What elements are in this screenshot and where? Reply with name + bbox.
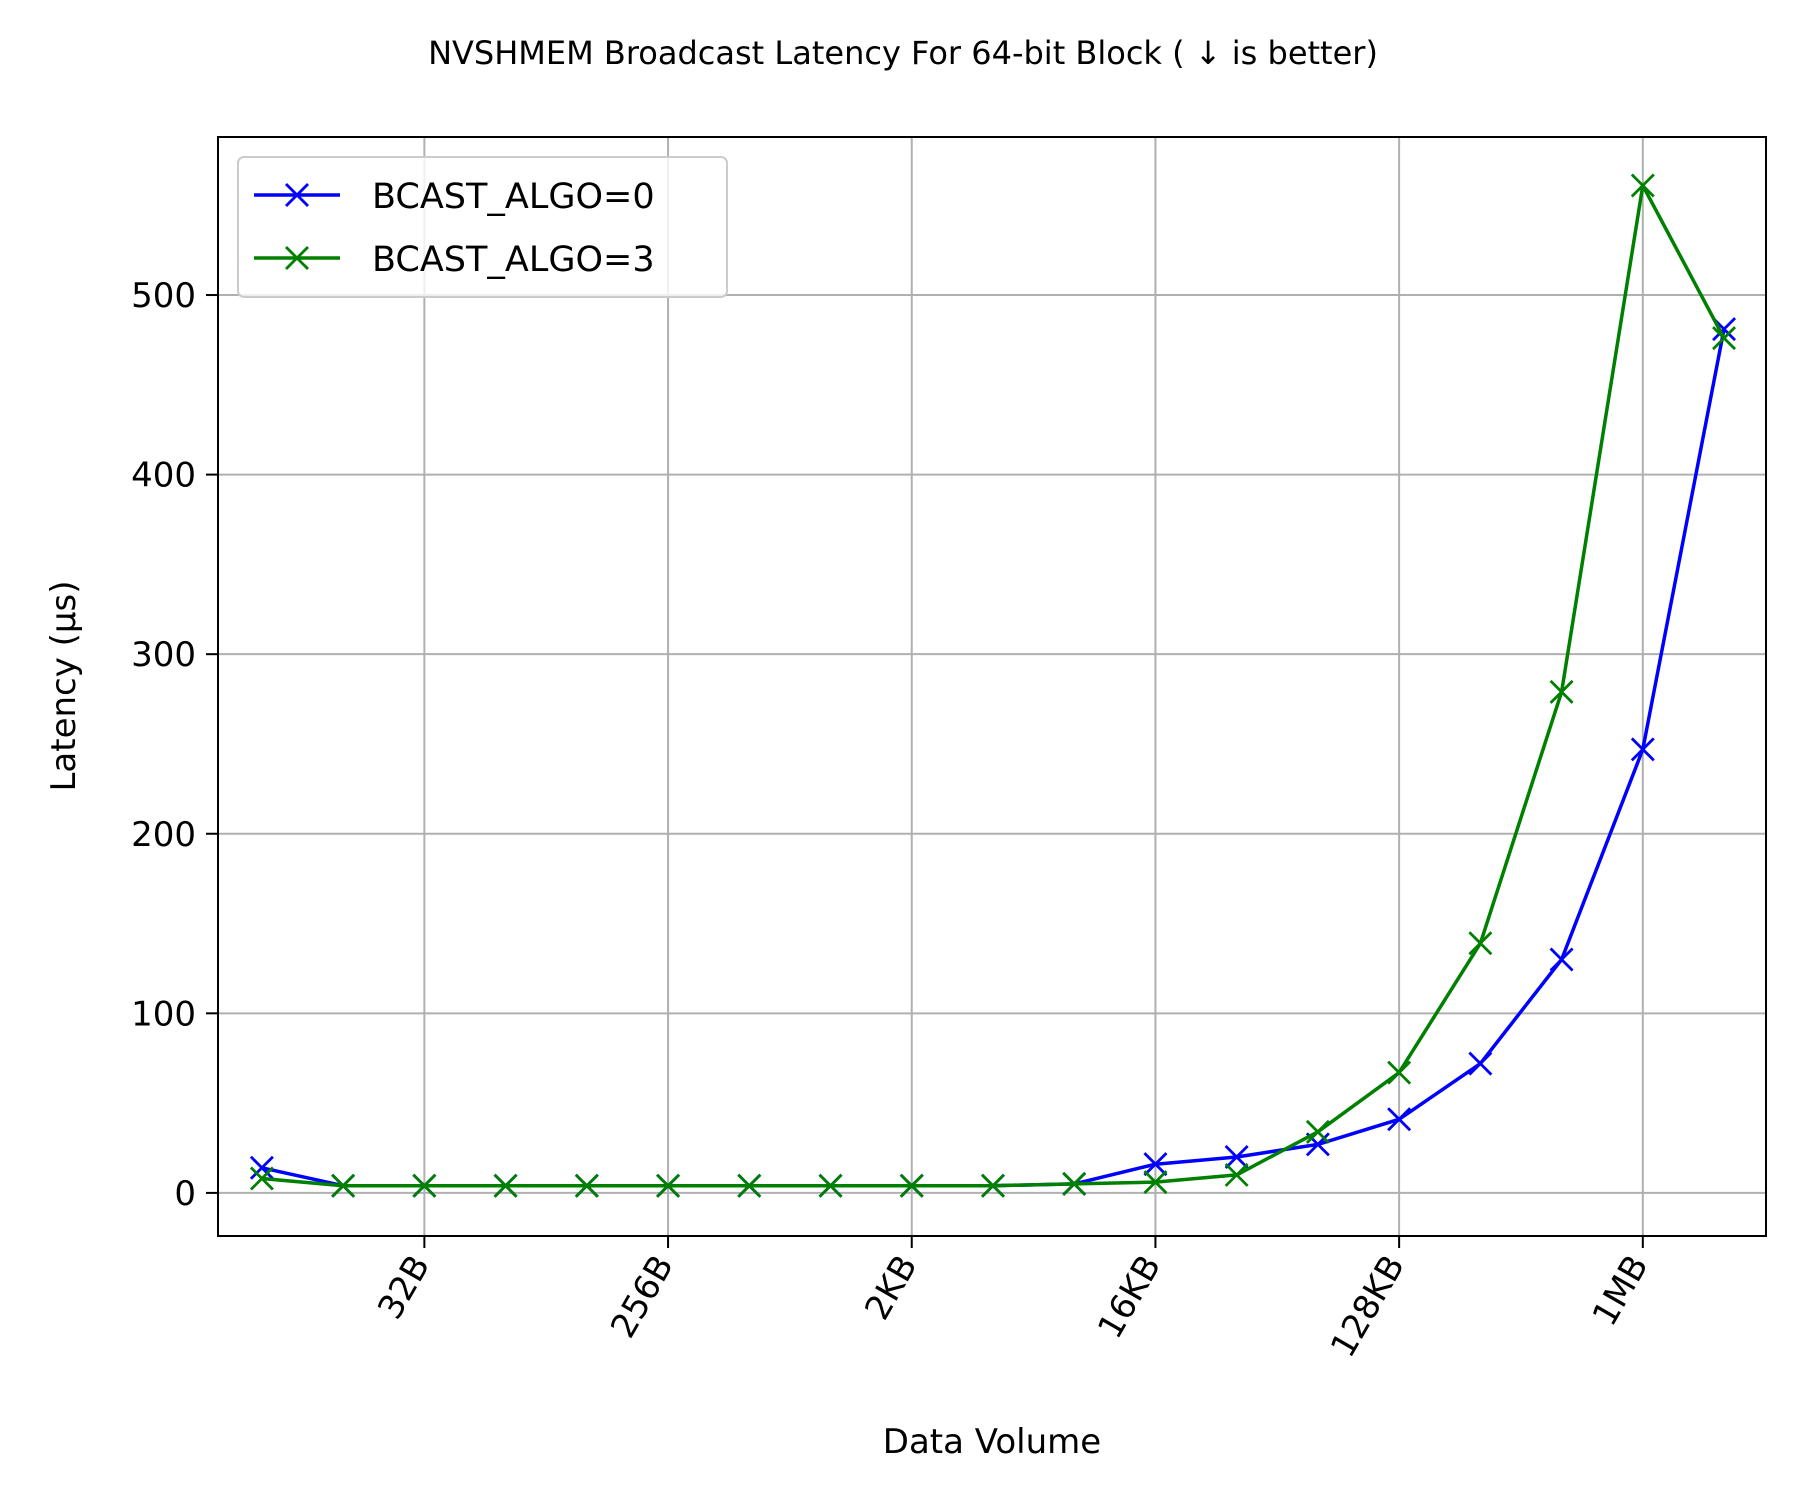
marker-stroke <box>1224 1144 1249 1169</box>
data-point <box>574 1173 599 1198</box>
marker-stroke <box>1387 1060 1412 1085</box>
data-point <box>1143 1170 1168 1195</box>
legend-marker <box>285 246 309 270</box>
series-2 <box>249 173 1737 1198</box>
marker-stroke <box>1387 1107 1412 1132</box>
data-point <box>656 1173 681 1198</box>
marker-stroke <box>1468 1051 1493 1076</box>
data-point <box>1630 173 1655 198</box>
marker-stroke <box>1305 1119 1330 1144</box>
data-point <box>1630 737 1655 762</box>
marker-stroke <box>249 1155 274 1180</box>
data-point <box>980 1173 1005 1198</box>
data-point <box>899 1173 924 1198</box>
y-tick-label: 300 <box>131 635 196 675</box>
marker-stroke <box>1712 317 1737 342</box>
data-point <box>1549 679 1574 704</box>
y-tick-label: 500 <box>131 276 196 316</box>
y-tick-label: 400 <box>131 456 196 496</box>
marker-stroke <box>980 1173 1005 1198</box>
y-axis-ticks: 0 100 200 300 400 500 <box>131 276 218 1214</box>
x-axis-label: Data Volume <box>883 1422 1101 1462</box>
chart-title: NVSHMEM Broadcast Latency For 64-bit Blo… <box>428 34 1378 72</box>
marker-stroke <box>1712 326 1737 351</box>
marker-stroke <box>1062 1171 1087 1196</box>
legend-item: BCAST_ALGO=0 <box>254 177 655 217</box>
marker-stroke <box>818 1173 843 1198</box>
marker-stroke <box>1549 679 1574 704</box>
legend-label: BCAST_ALGO=0 <box>372 177 655 217</box>
legend-marker <box>285 183 309 207</box>
data-point <box>1143 1152 1168 1177</box>
data-point <box>1387 1060 1412 1085</box>
series-layer <box>249 173 1737 1198</box>
data-point <box>1062 1171 1087 1196</box>
marker-stroke <box>1549 947 1574 972</box>
y-axis-label: Latency (μs) <box>44 580 84 791</box>
data-point <box>1468 1051 1493 1076</box>
data-point <box>1549 947 1574 972</box>
y-tick-label: 100 <box>131 994 196 1034</box>
marker-stroke <box>737 1173 762 1198</box>
data-point <box>1305 1119 1330 1144</box>
marker-stroke <box>493 1173 518 1198</box>
grid-lines <box>218 137 1766 1236</box>
marker-stroke <box>412 1173 437 1198</box>
data-point <box>1712 326 1737 351</box>
data-point <box>1224 1144 1249 1169</box>
marker-stroke <box>285 183 309 207</box>
marker-stroke <box>574 1173 599 1198</box>
legend: BCAST_ALGO=0 BCAST_ALGO=3 <box>237 156 728 298</box>
marker-stroke <box>1468 931 1493 956</box>
marker-stroke <box>1143 1170 1168 1195</box>
legend-item: BCAST_ALGO=3 <box>254 240 655 280</box>
marker-stroke <box>1143 1152 1168 1177</box>
data-point <box>1387 1107 1412 1132</box>
legend-label: BCAST_ALGO=3 <box>372 240 655 280</box>
data-point <box>249 1155 274 1180</box>
y-tick-label: 200 <box>131 815 196 855</box>
data-point <box>412 1173 437 1198</box>
data-point <box>331 1173 356 1198</box>
marker-stroke <box>1305 1132 1330 1157</box>
data-point <box>1468 931 1493 956</box>
data-point <box>818 1173 843 1198</box>
marker-stroke <box>1224 1162 1249 1187</box>
marker-stroke <box>285 246 309 270</box>
data-point <box>493 1173 518 1198</box>
marker-stroke <box>899 1173 924 1198</box>
marker-stroke <box>1630 737 1655 762</box>
data-point <box>249 1166 274 1191</box>
marker-stroke <box>656 1173 681 1198</box>
marker-stroke <box>1630 173 1655 198</box>
marker-stroke <box>331 1173 356 1198</box>
y-tick-label: 0 <box>174 1174 196 1214</box>
legend-box <box>237 156 728 298</box>
marker-stroke <box>249 1166 274 1191</box>
data-point <box>1224 1162 1249 1187</box>
plot-frame <box>217 136 1767 1237</box>
data-point <box>737 1173 762 1198</box>
